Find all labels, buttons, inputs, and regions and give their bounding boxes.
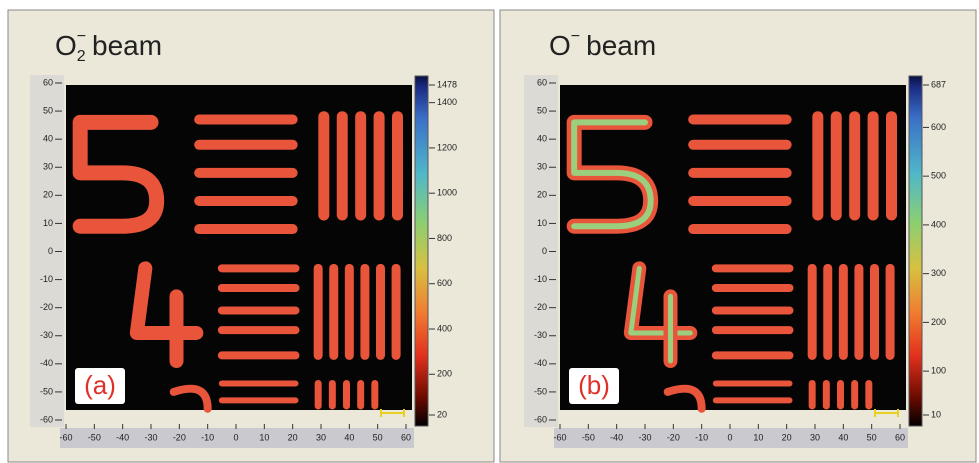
y-tick-label: -50 xyxy=(534,386,547,396)
x-tick-label: 0 xyxy=(727,432,732,442)
x-tick-label: -40 xyxy=(116,432,129,442)
colorbar xyxy=(909,76,922,426)
x-tick-label: 40 xyxy=(838,432,848,442)
x-tick-label: -50 xyxy=(88,432,101,442)
x-tick-label: -20 xyxy=(667,432,680,442)
colorbar-tick-label: 400 xyxy=(437,323,452,333)
x-tick-label: -10 xyxy=(201,432,214,442)
title-part: O xyxy=(549,30,571,61)
y-tick-label: -60 xyxy=(40,414,53,424)
colorbar-tick-label: 500 xyxy=(931,171,946,181)
panel-label: (b) xyxy=(578,370,610,400)
title-part: 2 xyxy=(77,48,86,65)
colorbar-tick-label: 100 xyxy=(931,366,946,376)
colorbar-tick-label: 800 xyxy=(437,233,452,243)
x-tick-label: 30 xyxy=(810,432,820,442)
x-tick-label: -60 xyxy=(59,432,72,442)
title-part: beam xyxy=(586,30,656,61)
y-tick-label: 10 xyxy=(43,218,53,228)
figure: O2−beam(a)-60-50-40-30-20-10010203040506… xyxy=(0,0,979,463)
y-tick-label: 50 xyxy=(537,105,547,115)
y-tick-label: 40 xyxy=(43,134,53,144)
panel-title: O−beam xyxy=(549,28,656,61)
colorbar-tick-label: 687 xyxy=(931,79,946,89)
y-tick-label: 0 xyxy=(542,246,547,256)
y-tick-label: 20 xyxy=(43,190,53,200)
colorbar xyxy=(415,76,428,426)
title-part: − xyxy=(77,28,86,45)
title-part: − xyxy=(571,28,580,45)
x-tick-label: 0 xyxy=(233,432,238,442)
y-tick-label: -60 xyxy=(534,414,547,424)
panel-label: (a) xyxy=(84,370,116,400)
y-tick-label: 60 xyxy=(43,77,53,87)
y-tick-label: -30 xyxy=(534,330,547,340)
y-tick-label: -20 xyxy=(40,302,53,312)
title-part: O xyxy=(55,30,77,61)
y-tick-label: 30 xyxy=(537,162,547,172)
x-tick-label: -30 xyxy=(144,432,157,442)
colorbar-tick-label: 1400 xyxy=(437,97,457,107)
colorbar-tick-label: 1200 xyxy=(437,142,457,152)
x-tick-label: 20 xyxy=(288,432,298,442)
x-tick-label: 60 xyxy=(401,432,411,442)
y-tick-label: -50 xyxy=(40,386,53,396)
x-tick-label: -60 xyxy=(553,432,566,442)
x-tick-label: 10 xyxy=(753,432,763,442)
x-tick-label: 50 xyxy=(867,432,877,442)
x-tick-label: -20 xyxy=(173,432,186,442)
x-tick-label: -10 xyxy=(695,432,708,442)
colorbar-tick-label: 600 xyxy=(437,278,452,288)
colorbar-tick-label: 200 xyxy=(437,369,452,379)
colorbar-tick-label: 20 xyxy=(437,409,447,419)
y-tick-label: 0 xyxy=(48,246,53,256)
y-tick-label: 10 xyxy=(537,218,547,228)
colorbar-tick-label: 200 xyxy=(931,317,946,327)
y-tick-label: -30 xyxy=(40,330,53,340)
title-part: beam xyxy=(92,30,162,61)
y-tick-label: -40 xyxy=(40,358,53,368)
x-tick-label: 40 xyxy=(344,432,354,442)
colorbar-tick-label: 300 xyxy=(931,268,946,278)
x-tick-label: -50 xyxy=(582,432,595,442)
colorbar-tick-label: 600 xyxy=(931,122,946,132)
colorbar-tick-label: 1000 xyxy=(437,188,457,198)
y-tick-label: 40 xyxy=(537,134,547,144)
colorbar-tick-label: 1478 xyxy=(437,79,457,89)
y-tick-label: 50 xyxy=(43,105,53,115)
y-tick-label: -10 xyxy=(40,274,53,284)
y-tick-label: -10 xyxy=(534,274,547,284)
colorbar-tick-label: 400 xyxy=(931,219,946,229)
x-tick-label: 50 xyxy=(373,432,383,442)
panel-title: O2 −beam xyxy=(55,28,162,65)
x-tick-label: 20 xyxy=(782,432,792,442)
y-tick-label: -40 xyxy=(534,358,547,368)
y-tick-label: 60 xyxy=(537,77,547,87)
x-tick-label: -30 xyxy=(638,432,651,442)
x-tick-label: 10 xyxy=(259,432,269,442)
y-tick-label: -20 xyxy=(534,302,547,312)
x-tick-label: 60 xyxy=(895,432,905,442)
y-tick-label: 30 xyxy=(43,162,53,172)
y-tick-label: 20 xyxy=(537,190,547,200)
x-tick-label: -40 xyxy=(610,432,623,442)
colorbar-tick-label: 10 xyxy=(931,409,941,419)
x-tick-label: 30 xyxy=(316,432,326,442)
